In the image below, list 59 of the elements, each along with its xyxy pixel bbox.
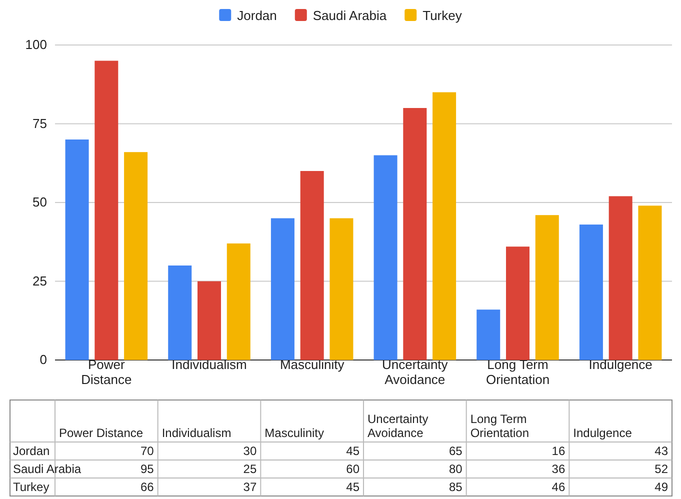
- data-label: 65: [448, 444, 463, 458]
- y-tick-label: 50: [32, 194, 47, 210]
- y-tick-label: 100: [25, 37, 47, 52]
- bar: [432, 92, 456, 360]
- x-tick-label: Indulgence: [588, 357, 652, 372]
- bar: [608, 196, 632, 360]
- bar: [270, 218, 294, 360]
- category-label: Long Term Orientation: [470, 412, 530, 440]
- bar: [476, 310, 500, 360]
- bar: [638, 206, 662, 360]
- bar: [94, 60, 118, 360]
- bar: [403, 108, 427, 360]
- data-label: 70: [140, 444, 154, 458]
- bar: [198, 281, 222, 360]
- category-label: Indulgence: [573, 426, 632, 440]
- data-label: 85: [448, 480, 463, 494]
- bar: [300, 171, 324, 360]
- data-label: 95: [140, 462, 154, 476]
- bar: [168, 266, 192, 360]
- data-label: 43: [654, 444, 668, 458]
- x-tick-label: Individualism: [172, 357, 247, 372]
- y-tick-label: 25: [32, 273, 47, 288]
- bar: [65, 140, 89, 360]
- data-label: 45: [346, 480, 360, 494]
- x-tick-label: Power Distance: [81, 357, 132, 387]
- text: Turkey: [13, 480, 50, 494]
- y-tick-label: 75: [32, 116, 47, 131]
- legend-label: Jordan: [237, 8, 277, 23]
- bar: [226, 243, 250, 360]
- data-label: 37: [243, 480, 257, 494]
- x-tick-label: Masculinity: [280, 357, 345, 372]
- data-label: 30: [243, 444, 257, 458]
- legend-label: Turkey: [422, 8, 462, 23]
- legend-label: Saudi Arabia: [312, 8, 388, 23]
- y-tick-label: 0: [40, 352, 47, 368]
- data-label: 49: [654, 480, 668, 494]
- bar: [535, 215, 559, 360]
- data-label: 66: [140, 480, 154, 494]
- bar: [579, 224, 603, 360]
- data-label: 36: [552, 462, 566, 476]
- category-label: Masculinity: [264, 426, 324, 440]
- category-label: Individualism: [162, 426, 232, 440]
- text: Jordan: [13, 444, 50, 458]
- data-label: 45: [346, 444, 360, 458]
- category-label: Power Distance: [59, 426, 144, 440]
- data-label: 80: [448, 462, 463, 476]
- data-label: 46: [552, 480, 566, 494]
- bar: [506, 246, 530, 360]
- data-label: 25: [243, 462, 257, 476]
- data-label: 60: [346, 462, 360, 476]
- bar: [330, 218, 354, 360]
- text: Saudi Arabia: [13, 462, 82, 476]
- x-tick-label: Uncertainty Avoidance: [382, 357, 448, 387]
- data-label: 16: [552, 444, 566, 458]
- x-tick-label: Long Term Orientation: [486, 357, 550, 387]
- bar: [374, 155, 398, 360]
- bar: [124, 152, 148, 360]
- data-label: 52: [654, 462, 668, 476]
- category-label: Uncertainty Avoidance: [368, 412, 428, 440]
